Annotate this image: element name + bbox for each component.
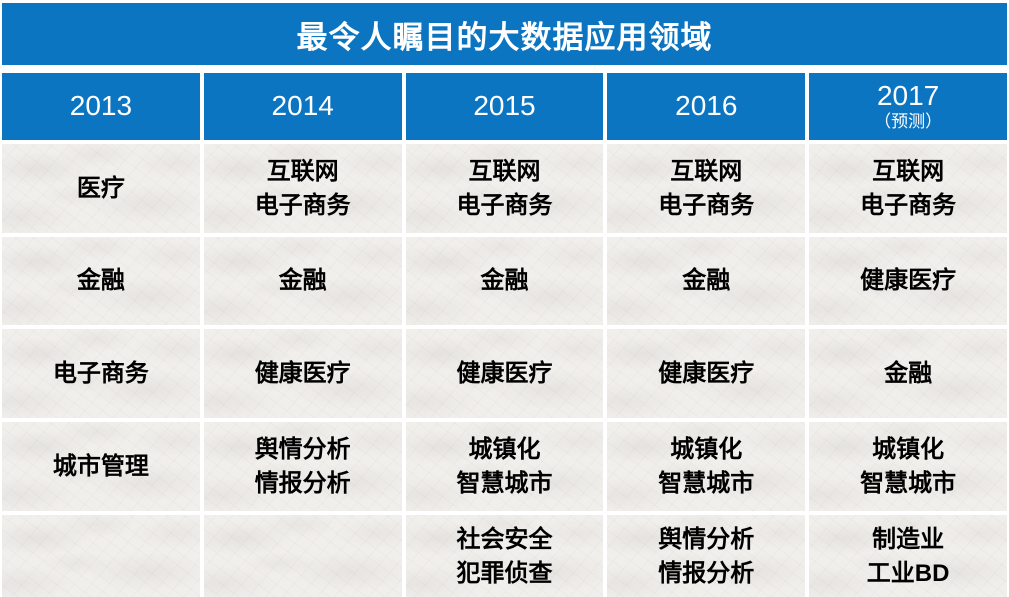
table-cell: 城镇化 智慧城市: [405, 422, 604, 511]
table-cell: 城市管理: [2, 422, 200, 511]
table-cell: 城镇化 智慧城市: [809, 422, 1007, 511]
table-cell: 互联网 电子商务: [607, 144, 806, 233]
table-cell: 互联网 电子商务: [405, 144, 604, 233]
year-header-2015: 2015: [405, 73, 604, 140]
year-header-2014: 2014: [203, 73, 402, 140]
table-cell: 舆情分析 情报分析: [607, 515, 806, 597]
table-cell: 互联网 电子商务: [809, 144, 1007, 233]
table-cell: 健康医疗: [203, 329, 402, 418]
table-cell: 城镇化 智慧城市: [607, 422, 806, 511]
table-cell: [203, 515, 402, 597]
title-bar: 最令人瞩目的大数据应用领域: [2, 3, 1007, 65]
year-header-row: 2013 2014 2015 2016 2017 （预测）: [2, 73, 1007, 140]
table-cell: [2, 515, 200, 597]
table-cell: 健康医疗: [607, 329, 806, 418]
table-cell: 健康医疗: [809, 237, 1007, 325]
year-label: 2016: [675, 90, 738, 122]
table-cell: 社会安全 犯罪侦查: [405, 515, 604, 597]
table-cell: 金融: [607, 237, 806, 325]
year-label: 2014: [271, 90, 334, 122]
table-body: 医疗 互联网 电子商务 互联网 电子商务 互联网 电子商务 互联网 电子商务 金…: [2, 144, 1007, 597]
year-label: 2013: [69, 90, 133, 122]
table-cell: 电子商务: [2, 329, 200, 418]
year-header-2017: 2017 （预测）: [809, 73, 1007, 140]
table-cell: 互联网 电子商务: [203, 144, 402, 233]
year-header-2016: 2016: [607, 73, 806, 140]
table-cell: 金融: [809, 329, 1007, 418]
table-cell: 金融: [405, 237, 604, 325]
year-label: 2015: [473, 90, 536, 122]
table-cell: 健康医疗: [405, 329, 604, 418]
table-cell: 金融: [2, 237, 200, 325]
page-title: 最令人瞩目的大数据应用领域: [296, 19, 713, 55]
forecast-note: （预测）: [874, 112, 943, 132]
table-cell: 制造业 工业BD: [809, 515, 1007, 597]
year-label: 2017: [876, 80, 940, 112]
year-header-2013: 2013: [2, 73, 200, 140]
table-cell: 金融: [203, 237, 402, 325]
table-cell: 舆情分析 情报分析: [203, 422, 402, 511]
table-cell: 医疗: [2, 144, 200, 233]
